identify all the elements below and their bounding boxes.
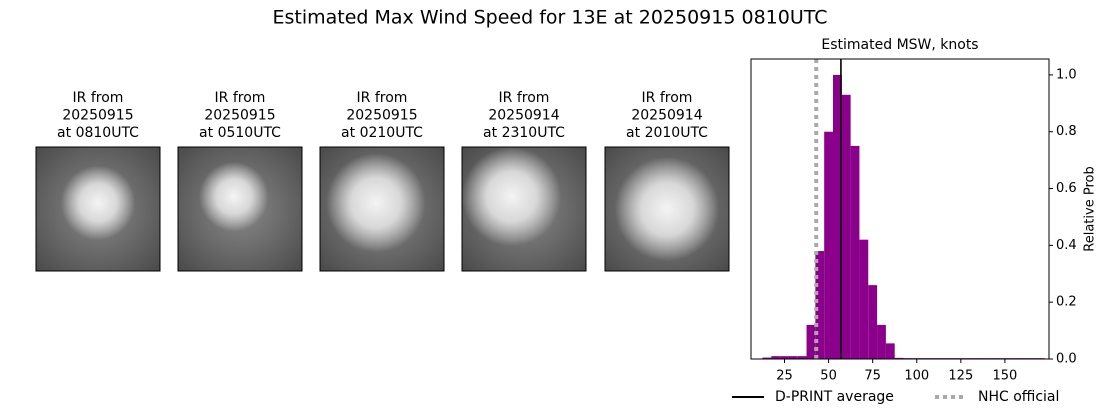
image-label: IR from <box>642 90 693 106</box>
bar <box>859 239 869 359</box>
y-tick-label: 0.2 <box>1056 295 1077 310</box>
cloud <box>614 156 720 262</box>
y-tick-label: 0.0 <box>1056 352 1077 367</box>
y-tick-label: 0.8 <box>1056 124 1077 139</box>
image-label: at 2310UTC <box>483 125 565 141</box>
bar <box>832 74 842 359</box>
y-axis-label: Relative Prob <box>1083 166 1098 251</box>
x-tick-label: 75 <box>864 369 881 384</box>
bar <box>850 145 860 359</box>
bar <box>894 357 904 359</box>
image-frame <box>177 146 303 272</box>
image-label: at 0810UTC <box>57 125 139 141</box>
bar <box>841 94 851 359</box>
bar <box>797 356 807 359</box>
cloud <box>60 165 136 240</box>
image-label: IR from <box>215 90 266 106</box>
image-label: IR from <box>499 90 550 106</box>
y-tick-label: 0.6 <box>1056 181 1077 196</box>
x-tick-label: 150 <box>993 369 1018 384</box>
y-tick-label: 1.0 <box>1056 67 1077 82</box>
bar <box>762 357 772 359</box>
cloud <box>462 147 562 247</box>
image-frame <box>319 146 445 272</box>
bar <box>771 356 781 359</box>
bar <box>780 356 789 359</box>
x-tick-label: 125 <box>948 369 973 384</box>
x-tick-label: 25 <box>776 369 793 384</box>
y-tick-label: 0.4 <box>1056 238 1077 253</box>
image-label: at 2010UTC <box>626 125 708 141</box>
image-label: 20250915 <box>346 108 417 124</box>
legend-label: D-PRINT average <box>775 389 894 405</box>
bar <box>788 356 798 359</box>
bar <box>824 131 833 359</box>
image-label: 20250914 <box>631 108 702 124</box>
image-label: 20250915 <box>62 108 133 124</box>
image-label: IR from <box>357 90 408 106</box>
x-tick-label: 100 <box>904 369 929 384</box>
image-label: 20250914 <box>488 108 559 124</box>
bar <box>885 343 895 359</box>
image-label: IR from <box>73 90 124 106</box>
cloud <box>326 153 426 253</box>
x-tick-label: 50 <box>820 369 837 384</box>
image-frame <box>604 146 730 272</box>
image-frame <box>35 146 161 272</box>
bar <box>868 285 878 359</box>
legend-label: NHC official <box>978 389 1059 405</box>
image-label: at 0510UTC <box>199 125 281 141</box>
image-label: 20250915 <box>204 108 275 124</box>
bar <box>877 324 886 359</box>
bar <box>815 251 825 359</box>
image-label: at 0210UTC <box>341 125 423 141</box>
bar <box>806 324 816 359</box>
chart-title: Estimated MSW, knots <box>821 37 978 53</box>
cloud <box>199 161 269 232</box>
plot-frame <box>750 58 1050 360</box>
figure-title: Estimated Max Wind Speed for 13E at 2025… <box>272 7 827 29</box>
image-frame <box>461 146 587 272</box>
